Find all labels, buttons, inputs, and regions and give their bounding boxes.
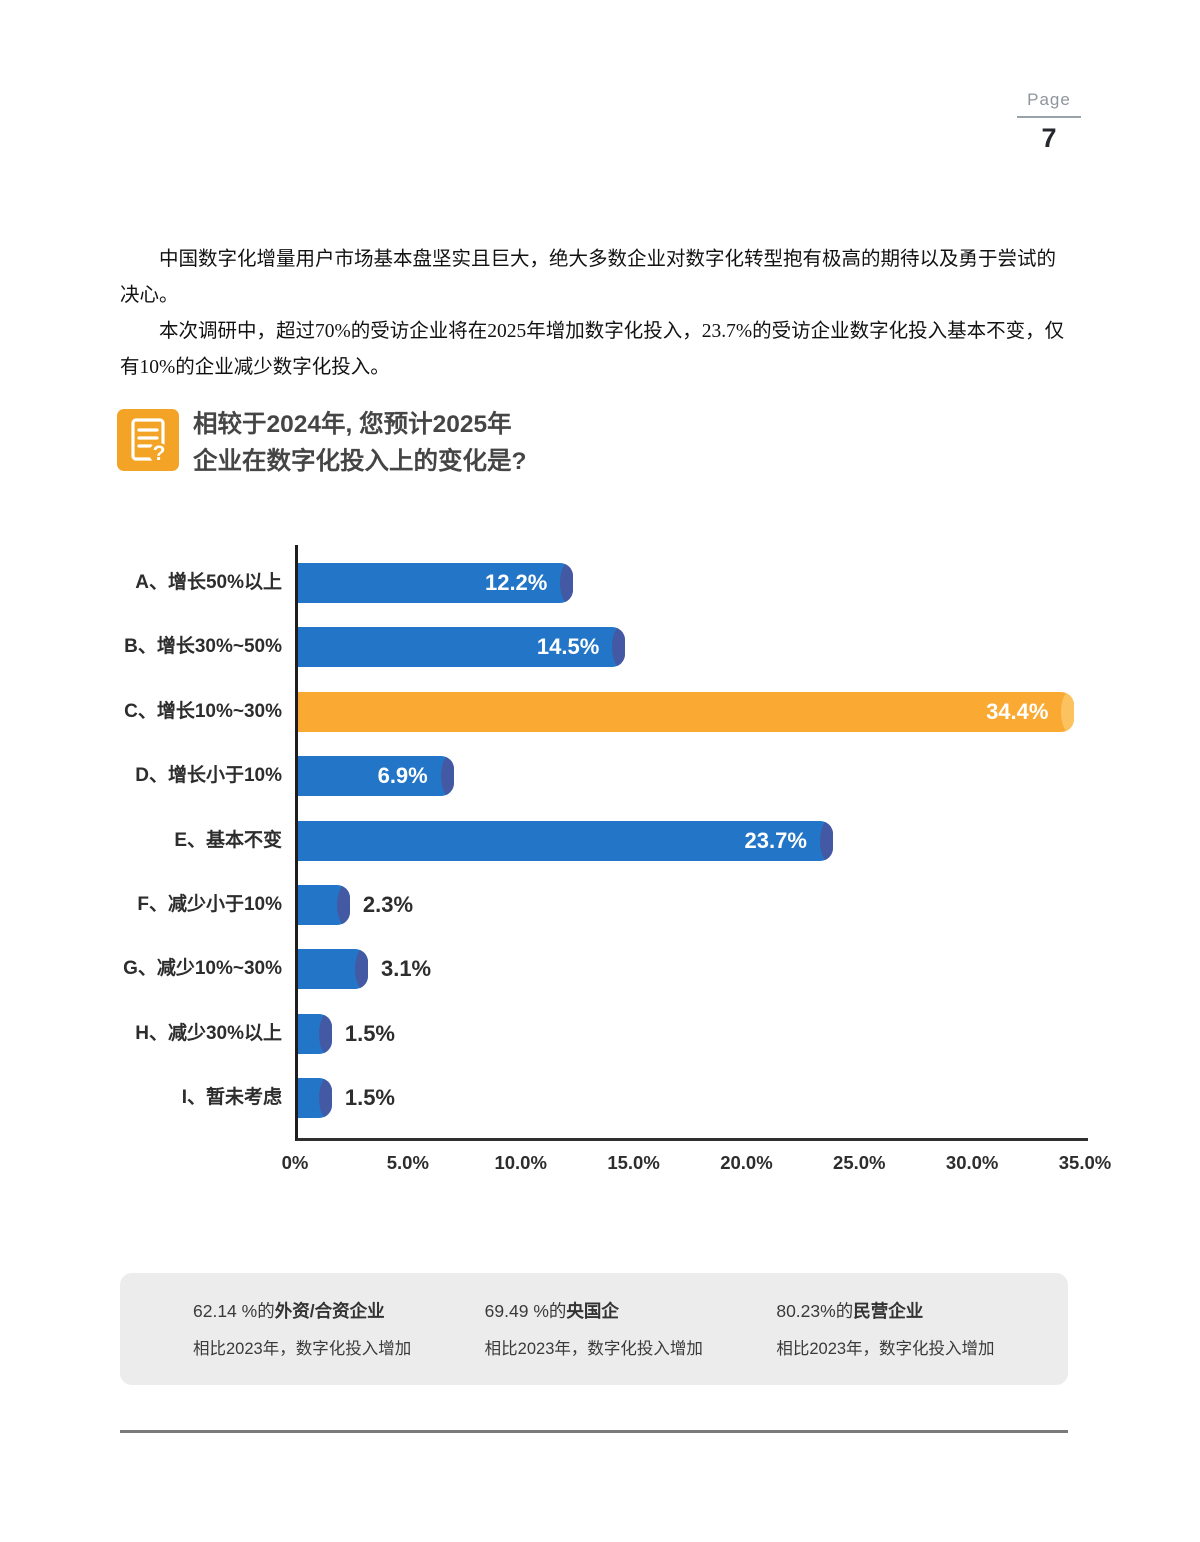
question-title-line-2: 企业在数字化投入上的变化是?: [193, 448, 527, 475]
chart-row: 2.3%: [298, 885, 1088, 925]
x-axis-tick-label: 25.0%: [833, 1152, 886, 1173]
x-axis-tick-label: 35.0%: [1058, 1152, 1112, 1173]
svg-text:?: ?: [153, 442, 166, 465]
question-block: ? 相较于2024年, 您预计2025年 企业在数字化投入上的变化是?: [117, 406, 526, 480]
bar: [298, 1013, 332, 1054]
page-number: 7: [1041, 123, 1057, 153]
chart-row: 1.5%: [298, 1013, 1088, 1054]
bar-cap: [560, 563, 574, 603]
x-axis-tick-label: 30.0%: [945, 1152, 999, 1173]
intro-paragraph-1: 中国数字化增量用户市场基本盘坚实且巨大，绝大多数企业对数字化转型抱有极高的期待以…: [120, 249, 1057, 306]
intro-paragraph-2: 本次调研中，超过70%的受访企业将在2025年增加数字化投入，23.7%的受访企…: [120, 321, 1065, 378]
bar-cap: [819, 820, 833, 861]
bar-cap: [612, 627, 626, 668]
bar: [298, 949, 368, 990]
stat-description: 相比2023年，数字化投入增加: [193, 1340, 412, 1358]
value-label: 1.5%: [344, 1085, 395, 1111]
stat-headline: 80.23%的民营企业: [776, 1298, 1068, 1323]
category-label: G、减少10%~30%: [123, 958, 282, 980]
chart-row: 6.9%: [298, 756, 1088, 797]
stat-headline: 69.49 %的央国企: [485, 1298, 777, 1323]
value-label: 12.2%: [484, 570, 548, 595]
document-question-icon: ?: [117, 409, 179, 471]
bar-cap: [1061, 691, 1075, 732]
bar-cap: [336, 885, 350, 925]
bar-cap: [440, 756, 454, 797]
question-title: 相较于2024年, 您预计2025年 企业在数字化投入上的变化是?: [193, 406, 526, 480]
chart-row: 34.4%: [298, 691, 1088, 732]
value-label: 1.5%: [344, 1020, 395, 1046]
chart-row: 14.5%: [298, 627, 1088, 668]
stat-company-type: 外资/合资企业: [274, 1301, 385, 1321]
stat-company-type: 央国企: [566, 1301, 619, 1321]
page-header-divider: [1017, 116, 1081, 118]
category-label: B、增长30%~50%: [124, 636, 282, 658]
value-label: 6.9%: [377, 763, 428, 789]
stat-company-type: 民营企业: [853, 1301, 924, 1321]
stat-percentage: 62.14 %的: [193, 1301, 275, 1321]
chart-row: 3.1%: [298, 949, 1088, 990]
value-label: 14.5%: [536, 634, 600, 660]
bar: 14.5%: [298, 627, 626, 668]
stat-item: 80.23%的民营企业相比2023年，数字化投入增加: [776, 1298, 1068, 1385]
bar: 12.2%: [298, 563, 574, 603]
category-label: A、增长50%以上: [135, 572, 282, 593]
x-axis-tick-label: 15.0%: [607, 1152, 660, 1173]
question-title-line-1: 相较于2024年, 您预计2025年: [193, 411, 512, 438]
x-axis-tick-label: 0%: [281, 1152, 309, 1173]
stat-percentage: 69.49 %的: [484, 1301, 567, 1321]
category-label: C、增长10%~30%: [124, 700, 282, 722]
stat-percentage: 80.23%的: [776, 1301, 854, 1321]
stat-headline: 62.14 %的外资/合资企业: [193, 1298, 485, 1323]
category-label: H、减少30%以上: [135, 1022, 282, 1044]
x-axis-tick-label: 20.0%: [720, 1152, 773, 1173]
chart-row: 1.5%: [298, 1078, 1088, 1119]
bar: 23.7%: [298, 820, 833, 861]
bar-cap: [318, 1013, 332, 1054]
value-label: 2.3%: [362, 892, 414, 917]
chart-row: 23.7%: [298, 820, 1088, 861]
category-label: E、基本不变: [174, 829, 282, 851]
bar-cap: [354, 949, 368, 990]
x-axis-tick-label: 5.0%: [386, 1152, 429, 1173]
intro-text: 中国数字化增量用户市场基本盘坚实且巨大，绝大多数企业对数字化转型抱有极高的期待以…: [120, 242, 1068, 386]
category-label: I、暂未考虑: [181, 1087, 282, 1109]
stat-description: 相比2023年，数字化投入增加: [776, 1340, 995, 1358]
category-label: F、减少小于10%: [137, 894, 282, 915]
bar-chart: 12.2% 14.5% 34.4% 6.9% 23.7% 2.3% 3.1% 1.5% 1.5%…: [120, 545, 1120, 1195]
bar: [298, 885, 350, 925]
bar: 34.4%: [298, 691, 1075, 732]
chart-row: 12.2%: [298, 563, 1088, 603]
value-label: 3.1%: [380, 956, 432, 982]
bar-cap: [318, 1078, 332, 1119]
chart-plot-area: 12.2% 14.5% 34.4% 6.9% 23.7% 2.3% 3.1% 1.5% 1.5%: [295, 545, 1088, 1141]
stat-item: 69.49 %的央国企相比2023年，数字化投入增加: [485, 1298, 777, 1385]
category-label: D、增长小于10%: [135, 765, 282, 787]
value-label: 23.7%: [744, 827, 807, 853]
stat-description: 相比2023年，数字化投入增加: [484, 1340, 703, 1358]
stats-panel: 62.14 %的外资/合资企业 相比2023年，数字化投入增加 69.49 %的央国…: [120, 1273, 1068, 1385]
value-label: 34.4%: [986, 698, 1049, 724]
x-axis-tick-label: 10.0%: [494, 1152, 547, 1173]
page-label: Page: [1027, 90, 1071, 109]
page-header: Page 7: [1014, 90, 1084, 154]
stat-item: 62.14 %的外资/合资企业相比2023年，数字化投入增加: [193, 1298, 485, 1385]
bar: 6.9%: [298, 756, 454, 797]
bar: [298, 1078, 332, 1119]
bottom-divider: [120, 1430, 1068, 1433]
